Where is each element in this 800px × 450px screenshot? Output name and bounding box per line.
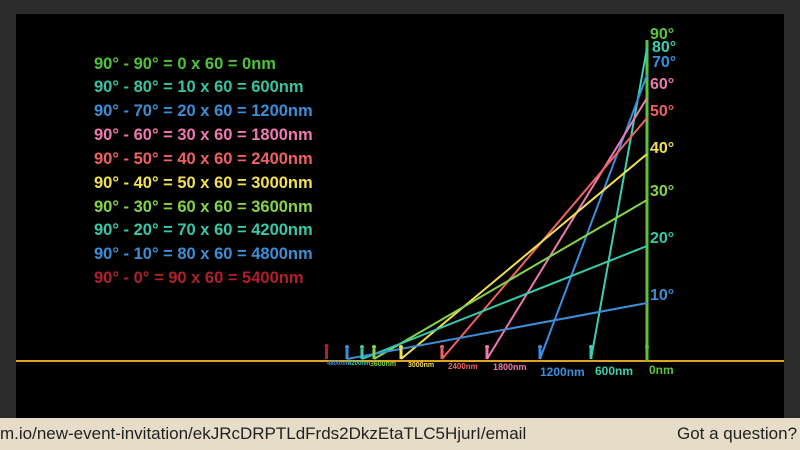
observer-head (589, 345, 593, 349)
equation-line: 90° - 80° = 10 x 60 = 600nm (94, 78, 304, 96)
observer-figure (372, 349, 376, 359)
question-link[interactable]: Got a question? (677, 424, 798, 443)
observer-head (345, 345, 349, 349)
angle-label-50: 50° (650, 103, 675, 120)
equation-line: 90° - 20° = 70 x 60 = 4200nm (94, 221, 313, 239)
angle-label-40: 40° (650, 140, 675, 157)
invitation-url-link[interactable]: m.io/new-event-invitation/ekJRcDRPTLdFrd… (0, 424, 527, 443)
angle-label-60: 60° (650, 76, 675, 93)
equation-line: 90° - 0° = 90 x 60 = 5400nm (94, 269, 304, 287)
observer-figure (440, 349, 444, 359)
sight-line (346, 302, 648, 360)
equation-line: 90° - 10° = 80 x 60 = 4800nm (94, 245, 313, 263)
angle-label-70: 70° (652, 54, 677, 71)
observer-figure (538, 349, 542, 359)
observer-figure (589, 349, 593, 359)
distance-label-600nm: 600nm (595, 364, 634, 378)
angle-diagram (16, 40, 784, 362)
observer-figure-far (325, 348, 328, 359)
sight-line (373, 199, 648, 360)
observer-head (485, 345, 489, 349)
observer-figure (345, 349, 349, 359)
equation-line: 90° - 70° = 20 x 60 = 1200nm (94, 102, 313, 120)
equation-line: 90° - 30° = 60 x 60 = 3600nm (94, 198, 313, 216)
equation-line: 90° - 50° = 40 x 60 = 2400nm (94, 150, 313, 168)
bottom-info-bar: m.io/new-event-invitation/ekJRcDRPTLdFrd… (0, 418, 800, 450)
angle-label-30: 30° (650, 183, 675, 200)
angle-label-10: 10° (650, 287, 675, 304)
distance-label-4200nm: 4200nm (348, 361, 371, 367)
observer-head (399, 345, 403, 349)
distance-label-4800nm: 4800nm (327, 361, 350, 367)
video-frame: 90° - 90° = 0 x 60 = 0nm 90° - 80° = 10 … (16, 14, 784, 418)
equation-line: 90° - 60° = 30 x 60 = 1800nm (94, 126, 313, 144)
observer-head-far (324, 344, 329, 348)
observer-head (360, 345, 364, 349)
angle-label-20: 20° (650, 230, 675, 247)
observer-figure (360, 349, 364, 359)
observer-head (538, 345, 542, 349)
observer-figure (645, 349, 649, 359)
distance-label-1200nm: 1200nm (540, 365, 585, 379)
equation-line: 90° - 90° = 0 x 60 = 0nm (94, 55, 276, 73)
distance-label-3600nm: 3600nm (370, 361, 397, 368)
observer-head (372, 345, 376, 349)
observer-figure (485, 349, 489, 359)
equation-line: 90° - 40° = 50 x 60 = 3000nm (94, 174, 313, 192)
sight-line (539, 74, 648, 360)
distance-label-1800nm: 1800nm (493, 362, 527, 372)
observer-figure (399, 349, 403, 359)
angle-label-80: 80° (652, 39, 677, 56)
angle-label-90: 90° (650, 26, 675, 43)
distance-label-3000nm: 3000nm (408, 362, 435, 369)
sight-line (486, 97, 648, 360)
slide: 90° - 90° = 0 x 60 = 0nm 90° - 80° = 10 … (16, 14, 784, 418)
distance-label-0nm: 0nm (649, 363, 674, 377)
distance-label-2400nm: 2400nm (448, 362, 478, 371)
sight-line (361, 245, 648, 360)
observer-head (645, 345, 649, 349)
sight-line (400, 153, 648, 360)
observer-head (440, 345, 444, 349)
